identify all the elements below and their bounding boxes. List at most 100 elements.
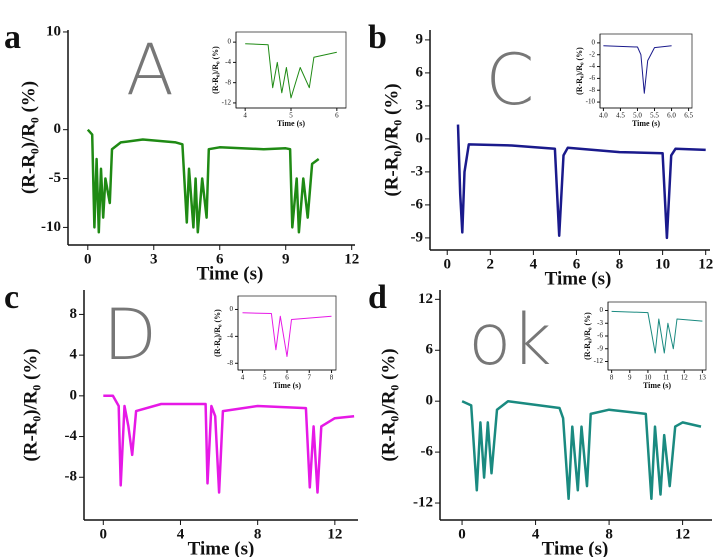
y-tick-label: -6: [421, 444, 434, 460]
y-tick-label: -6: [597, 332, 603, 340]
y-tick-label: -4: [225, 58, 231, 66]
y-tick-label: -3: [597, 319, 603, 327]
x-axis-label: Time (s): [545, 268, 612, 289]
x-tick-label: 4.5: [616, 112, 625, 120]
inset-frame: [599, 33, 693, 109]
y-tick-label: -10: [586, 98, 596, 106]
x-tick-label: 6: [573, 256, 581, 272]
panel-label: b: [368, 19, 387, 56]
x-tick-label: 12: [327, 526, 342, 542]
x-tick-label: 13: [699, 374, 707, 382]
data-line: [103, 394, 355, 494]
y-tick-label: 0: [416, 130, 424, 146]
y-axis-label: (R-R₀)/R₀ (%): [18, 81, 39, 194]
x-tick-label: 8: [616, 256, 624, 272]
x-tick-label: 8: [254, 526, 262, 542]
y-tick-label: -4: [227, 332, 233, 340]
x-tick-label: 12: [681, 374, 689, 382]
y-tick-label: -5: [49, 170, 62, 186]
x-tick-label: 8: [330, 374, 334, 382]
y-tick-label: -4: [589, 62, 595, 70]
y-tick-label: 4: [70, 347, 78, 363]
y-tick-label: -8: [589, 86, 595, 94]
inset-frame: [237, 295, 337, 371]
x-tick-label: 4: [243, 112, 247, 120]
x-axis-label: Time (s): [542, 538, 609, 557]
x-tick-label: 5: [263, 374, 267, 382]
data-line: [242, 312, 332, 357]
x-tick-label: 6.5: [684, 112, 693, 120]
x-tick-label: 4: [177, 526, 185, 542]
x-axis-label: Time (s): [188, 538, 255, 557]
y-tick-label: 0: [600, 306, 604, 314]
y-tick-label: 3: [416, 97, 424, 113]
y-axis-label: (R-R₀)/R₀ (%): [381, 83, 402, 196]
y-tick-label: -12: [222, 99, 232, 107]
y-tick-label: 8: [70, 306, 78, 322]
y-tick-label: -6: [411, 196, 424, 212]
x-tick-label: 4.0: [599, 112, 608, 120]
x-tick-label: 0: [443, 256, 451, 272]
y-tick-label: -12: [594, 357, 604, 365]
handwritten-letter: ok: [468, 299, 551, 381]
inset-x-label: Time (s): [273, 381, 301, 390]
x-tick-label: 10: [655, 256, 670, 272]
inset-y-label: (R-R₀)/R₀ (%): [583, 312, 592, 360]
data-line: [603, 45, 672, 94]
x-tick-label: 0: [100, 526, 108, 542]
data-line: [461, 399, 702, 501]
x-tick-label: 10: [644, 374, 652, 382]
handwritten-letter: C: [486, 39, 535, 121]
y-tick-label: 0: [426, 393, 434, 409]
y-tick-label: -6: [589, 74, 595, 82]
x-tick-label: 8: [610, 374, 614, 382]
y-tick-label: 0: [592, 38, 596, 46]
y-tick-label: -3: [411, 163, 424, 179]
y-tick-label: -10: [41, 219, 61, 235]
panel-label: c: [4, 279, 19, 316]
y-tick-label: -9: [597, 344, 603, 352]
x-tick-label: 4: [532, 526, 540, 542]
x-tick-label: 6: [216, 251, 224, 267]
x-tick-label: 5.0: [633, 112, 642, 120]
y-axis-label: (R-R₀)/R₀ (%): [378, 348, 399, 461]
x-tick-label: 5.5: [650, 112, 659, 120]
y-tick-label: 0: [54, 121, 62, 137]
handwritten-letter: D: [103, 294, 157, 376]
x-tick-label: 6: [285, 374, 289, 382]
x-tick-label: 7: [308, 374, 312, 382]
data-line: [456, 124, 706, 240]
x-tick-label: 9: [282, 251, 290, 267]
data-line: [86, 128, 320, 234]
y-tick-label: 0: [70, 387, 78, 403]
inset-x-label: Time (s): [643, 381, 671, 390]
y-tick-label: 10: [46, 23, 61, 39]
x-tick-label: 12: [344, 251, 359, 267]
panel-label: a: [4, 19, 21, 56]
data-line: [245, 43, 337, 99]
data-line: [611, 310, 703, 354]
handwritten-letter: A: [126, 29, 174, 111]
x-tick-label: 5: [289, 112, 293, 120]
inset-x-label: Time (s): [277, 119, 305, 128]
x-tick-label: 4: [241, 374, 245, 382]
x-tick-label: 11: [663, 374, 670, 382]
y-tick-label: 0: [228, 38, 232, 46]
x-tick-label: 8: [605, 526, 613, 542]
y-tick-label: 6: [426, 342, 434, 358]
y-axis-label: (R-R₀)/R₀ (%): [20, 348, 41, 461]
y-tick-label: 9: [416, 31, 424, 47]
y-tick-label: -9: [411, 229, 424, 245]
x-tick-label: 2: [487, 256, 495, 272]
y-tick-label: -8: [225, 78, 231, 86]
y-tick-label: 6: [416, 64, 424, 80]
x-tick-label: 6.0: [667, 112, 676, 120]
x-tick-label: 4: [530, 256, 538, 272]
y-tick-label: -12: [413, 494, 433, 510]
x-tick-label: 12: [698, 256, 713, 272]
y-tick-label: 12: [418, 291, 433, 307]
x-tick-label: 3: [150, 251, 158, 267]
x-tick-label: 9: [628, 374, 632, 382]
y-tick-label: 0: [230, 305, 234, 313]
